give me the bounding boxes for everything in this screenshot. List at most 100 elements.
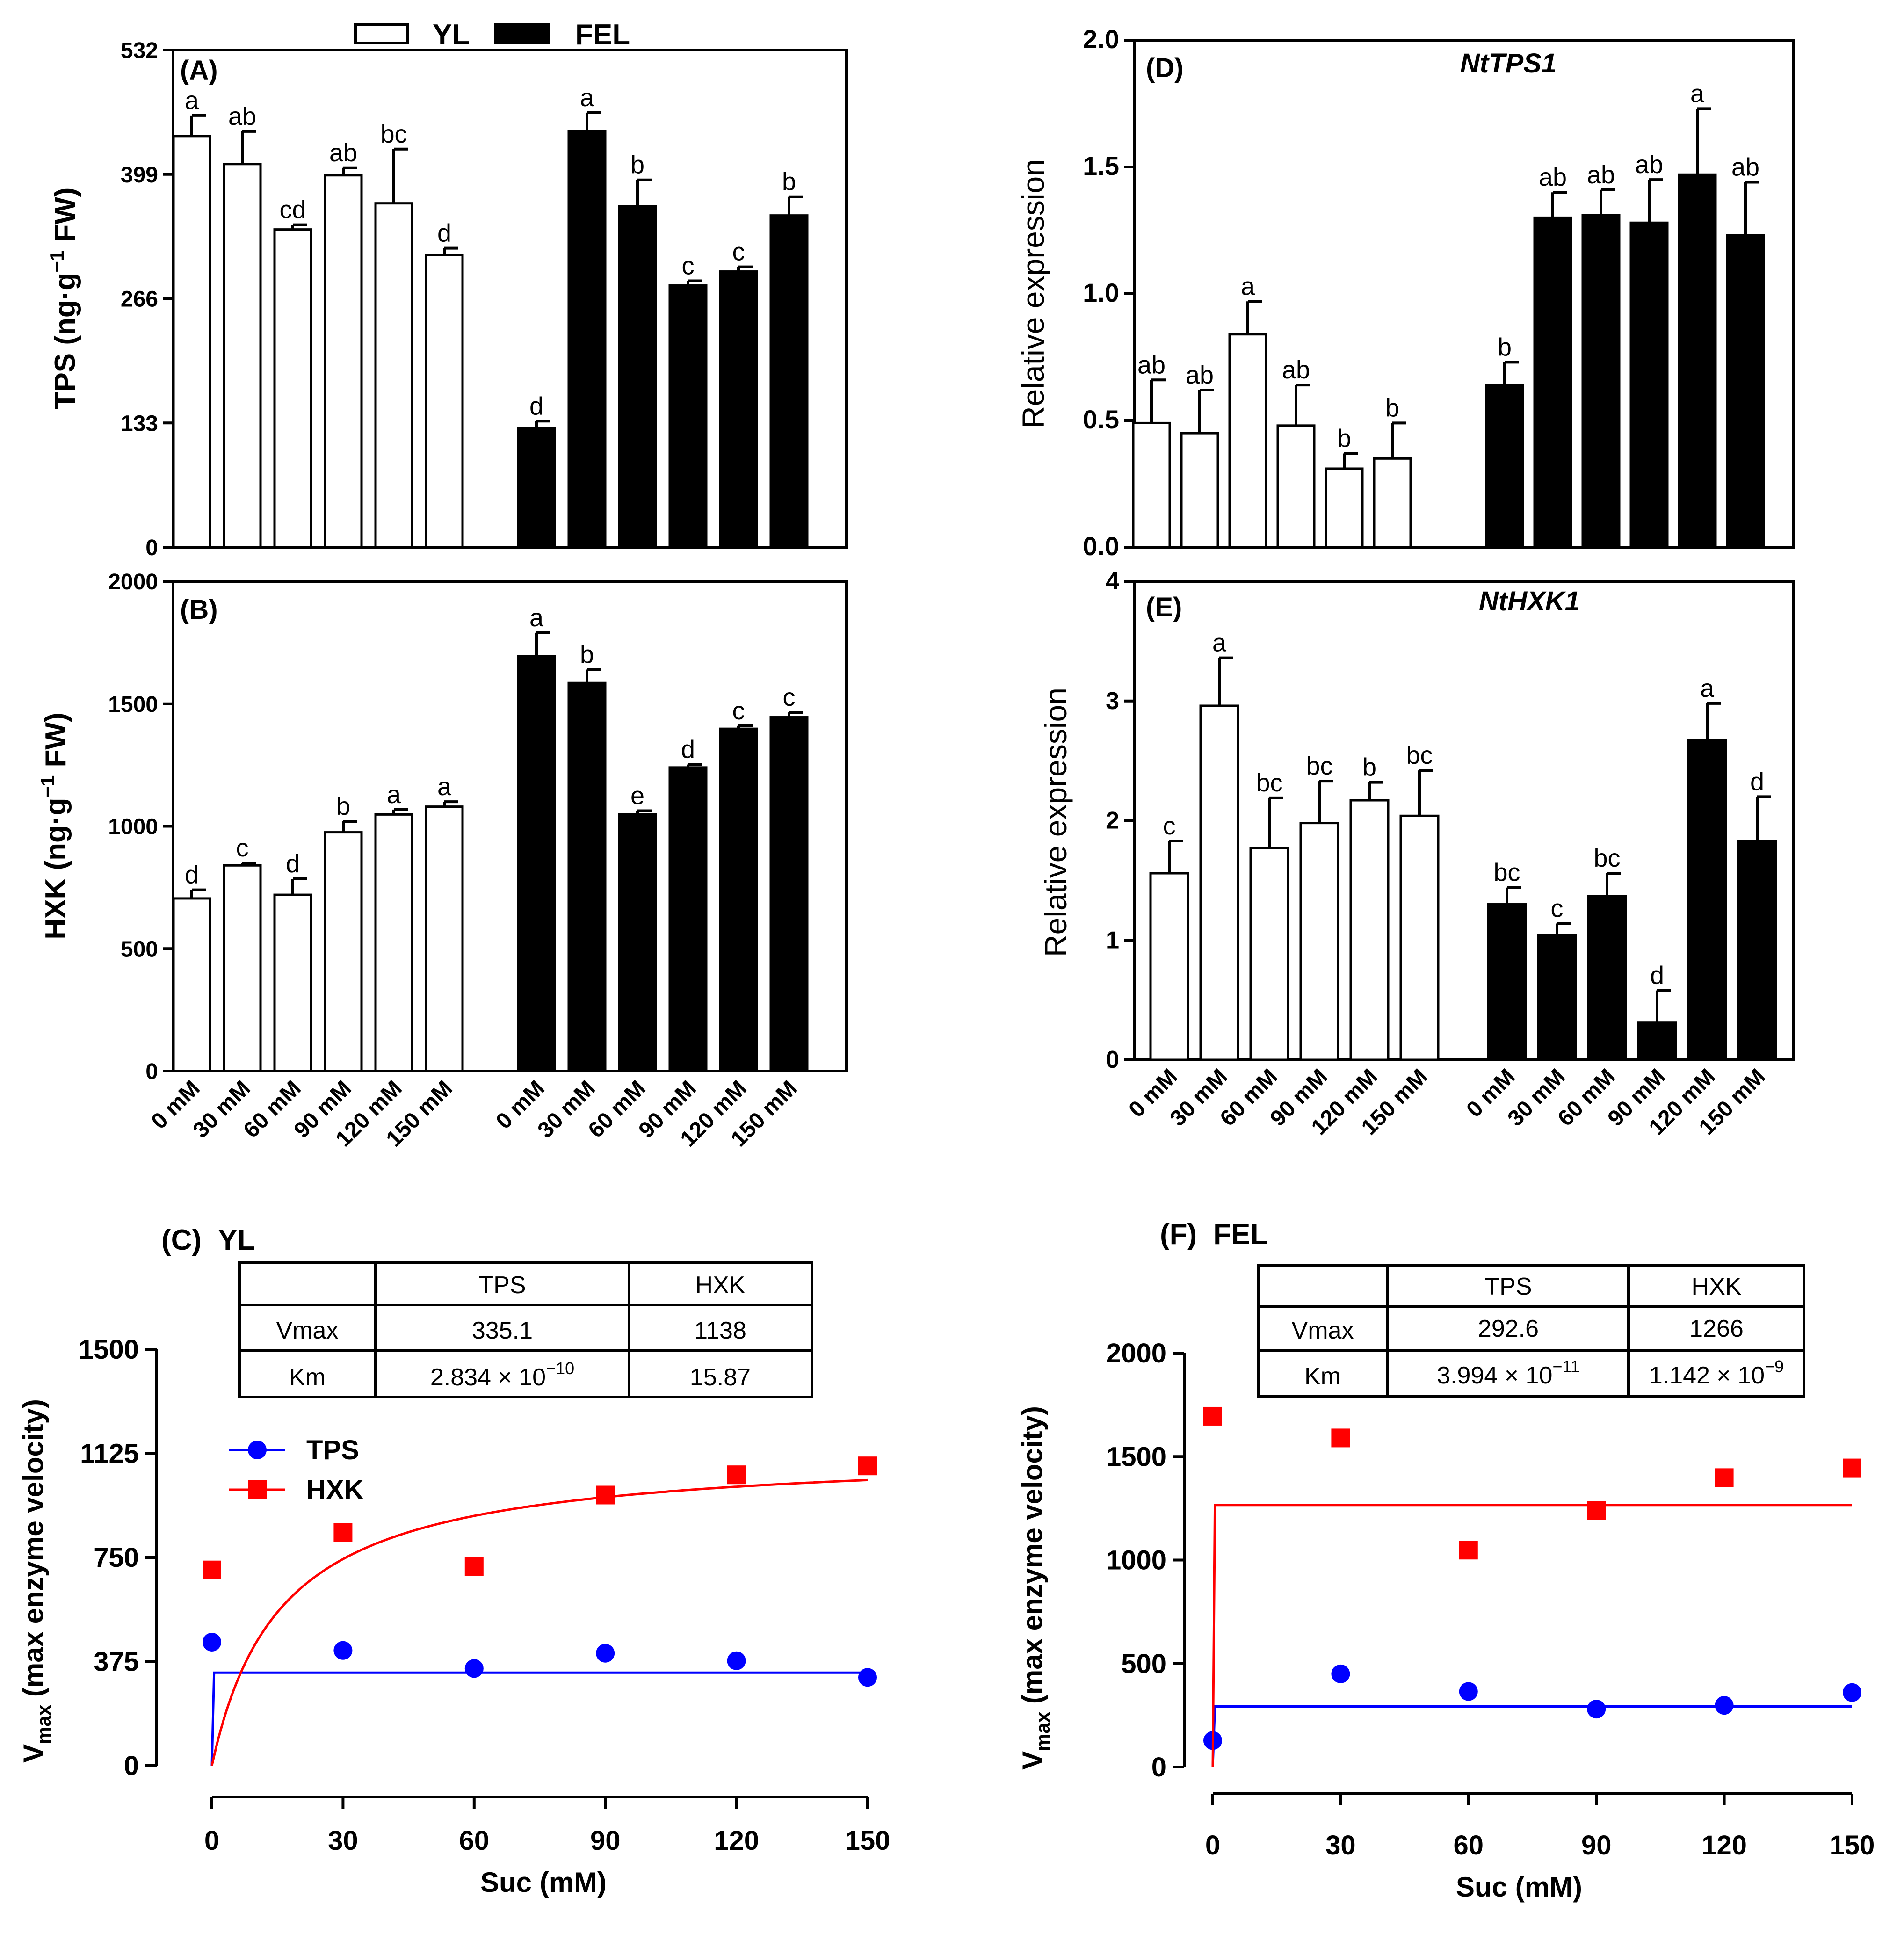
panel-f-x-tick-label: 30 [1325, 1830, 1356, 1861]
panel-a-bar [567, 130, 607, 549]
panel-b-significance-letter: b [580, 640, 594, 668]
panel-c-plot: 0 375 750 1125 1500 0 30 60 90 120 150 [79, 1334, 890, 1856]
panel-d-bar [1276, 424, 1316, 549]
panel-b-significance-letter: a [387, 781, 401, 809]
panel-f-y-label-main: V [1017, 1751, 1048, 1770]
panel-f-x-label: Suc (mM) [1456, 1871, 1582, 1903]
panel-c-table-vmax-hxk: 1138 [694, 1317, 746, 1344]
panel-a-significance-letter: d [437, 219, 451, 247]
panel-b-y-label-end: FW) [40, 712, 72, 775]
panel-e-significance-letter: a [1700, 674, 1715, 703]
panel-b-bar [273, 893, 312, 1072]
panel-d-bar [1533, 216, 1572, 549]
panel-b-y-label: HXK (ng·g−1 FW) [36, 712, 72, 939]
panel-b-significance-letter: d [681, 736, 695, 764]
panel-f-x-tick-label: 0 [1205, 1830, 1220, 1861]
panel-f-tps-point [1459, 1682, 1478, 1701]
panel-b-significance-letter: a [437, 773, 452, 801]
panel-a-bar [374, 202, 413, 549]
panel-f-hxk-point [1843, 1458, 1861, 1478]
panel-d-significance-letter: b [1337, 424, 1351, 452]
top-legend: YL FEL [354, 19, 630, 51]
panel-a-bar [517, 427, 556, 549]
panel-e-bar [1399, 814, 1440, 1061]
panel-a-bar [618, 205, 657, 549]
panel-f-table-km-hxk: 1.142 × 10−9 [1649, 1357, 1784, 1389]
panel-d-bar [1629, 221, 1669, 549]
panel-f-y-tick-label: 1500 [1106, 1441, 1166, 1472]
panel-f-table-frame [1257, 1264, 1805, 1398]
panel-e-y-tick-label: 4 [1106, 568, 1119, 595]
panel-a-significance-letter: bc [380, 120, 407, 148]
panel-f-table-header-hxk: HXK [1692, 1273, 1742, 1300]
panel-a-bar [223, 163, 262, 549]
panel-f-y-label: Vmax (max enzyme velocity) [1017, 1406, 1054, 1770]
panel-d-y-tick-label: 1.5 [1083, 151, 1119, 181]
panel-c-x-tick-label: 0 [204, 1825, 219, 1856]
panel-d-bar [1325, 467, 1364, 549]
panel-c-table-km-hxk: 15.87 [690, 1364, 751, 1391]
panel-f-tps-fit-curve [1211, 1705, 1852, 1767]
panel-d-bar [1373, 457, 1412, 549]
panel-c-y-label-end: (max enzyme velocity) [18, 1399, 49, 1705]
panel-b-x-tick-label: 30 mM [188, 1076, 255, 1143]
panel-f-hxk-fit-curve [1211, 1504, 1852, 1767]
panel-c-label-id: (C) [161, 1224, 202, 1256]
panel-f-tps-point [1843, 1683, 1861, 1702]
panel-b-bars: d c d b a a a b e d c c [172, 604, 809, 1072]
panel-b-y-axis: 0 500 1000 1500 2000 [108, 570, 173, 1084]
panel-f-y-tick-label: 1000 [1106, 1545, 1166, 1576]
panel-c-hxk-fit-curve [210, 1478, 868, 1766]
panel-d-significance-letter: ab [1137, 351, 1166, 379]
panel-d-significance-letter: a [1241, 272, 1255, 300]
panel-a-y-label-end: FW) [49, 188, 81, 250]
panel-e-significance-letter: c [1163, 812, 1176, 840]
panel-c-hxk-point [464, 1557, 484, 1576]
panel-b-bar [769, 716, 809, 1072]
panel-d-bar [1726, 234, 1765, 549]
panel-c-y-tick-label: 0 [124, 1751, 139, 1781]
panel-a-y-tick-label: 532 [121, 38, 158, 63]
panel-c-y-label: Vmax (max enzyme velocity) [18, 1399, 55, 1763]
panel-e-bar [1199, 704, 1239, 1061]
panel-a-y-tick-label: 266 [121, 287, 158, 312]
panel-d-y-label: Relative expression [1016, 159, 1050, 428]
panel-b-significance-letter: b [336, 792, 350, 820]
panel-d-significance-letter: b [1498, 333, 1512, 361]
panel-c-tps-point [203, 1632, 221, 1652]
panel-f-tps-point [1715, 1696, 1734, 1715]
panel-f-y-tick-label: 500 [1121, 1649, 1166, 1679]
panel-f-x-tick-label: 60 [1454, 1830, 1484, 1861]
panel-d-significance-letter: ab [1539, 163, 1567, 191]
panel-f-x-tick-label: 90 [1581, 1830, 1612, 1861]
panel-d-y-axis: 0.0 0.5 1.0 1.5 2.0 [1083, 24, 1134, 561]
panel-b-bar [324, 831, 363, 1072]
panel-c-legend: TPS HXK [229, 1435, 364, 1505]
panel-c-y-tick-label: 1500 [79, 1334, 139, 1365]
panel-a-significance-letter: ab [228, 102, 256, 130]
panel-c-x-tick-label: 60 [459, 1825, 490, 1856]
panel-a-y-tick-label: 399 [121, 163, 158, 188]
panel-a-bar [769, 214, 809, 549]
panel-d-significance-letter: ab [1731, 153, 1759, 181]
panel-b-bar [517, 655, 556, 1072]
panel-a-y-label-main: TPS (ng·g [49, 273, 81, 410]
panel-e-bar [1537, 934, 1577, 1061]
panel-c-legend-tps-marker [248, 1441, 267, 1459]
panel-e-significance-letter: bc [1306, 752, 1332, 780]
panel-f-table-header-tps: TPS [1484, 1273, 1532, 1300]
panel-f-hxk-point [1459, 1541, 1478, 1560]
panel-c-legend-hxk-marker [248, 1480, 267, 1499]
panel-a-bar [172, 135, 211, 549]
panel-a-y-tick-label: 0 [145, 536, 158, 560]
panel-c-x-tick-label: 30 [328, 1825, 358, 1856]
panel-c-table-km-tps-exponent: −10 [546, 1359, 574, 1378]
panel-c-y-tick-label: 375 [94, 1647, 139, 1677]
panel-b-bar [223, 864, 262, 1072]
panel-c-legend-hxk-label: HXK [306, 1475, 364, 1505]
panel-d-significance-letter: ab [1635, 151, 1663, 179]
